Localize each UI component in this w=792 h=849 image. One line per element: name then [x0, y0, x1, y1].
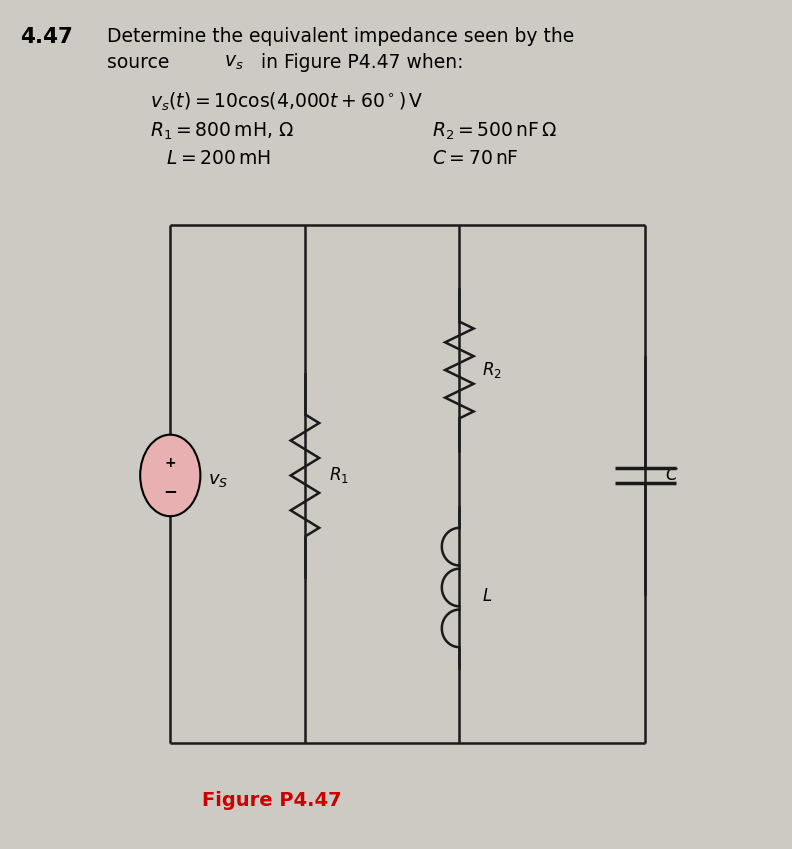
Text: −: − [163, 481, 177, 500]
Text: 4.47: 4.47 [20, 27, 73, 48]
Text: $L$: $L$ [482, 587, 492, 605]
Text: $v_s$: $v_s$ [224, 53, 244, 72]
Text: $v_s(t) = 10\cos(4{,}000t + 60^\circ)\,\mathrm{V}$: $v_s(t) = 10\cos(4{,}000t + 60^\circ)\,\… [150, 91, 424, 113]
Text: $v_S$: $v_S$ [208, 470, 229, 489]
Text: $C = 70\,\mathrm{nF}$: $C = 70\,\mathrm{nF}$ [432, 149, 518, 168]
Text: +: + [165, 456, 176, 469]
Text: Figure P4.47: Figure P4.47 [202, 791, 341, 810]
Text: $R_2$: $R_2$ [482, 360, 501, 380]
Text: $R_2 = 500\,\mathrm{nF}\,\Omega$: $R_2 = 500\,\mathrm{nF}\,\Omega$ [432, 121, 557, 142]
Text: source: source [107, 53, 175, 72]
Text: Determine the equivalent impedance seen by the: Determine the equivalent impedance seen … [107, 27, 574, 46]
Text: in Figure P4.47 when:: in Figure P4.47 when: [255, 53, 463, 72]
Ellipse shape [140, 435, 200, 516]
Text: $C$: $C$ [665, 466, 679, 485]
Text: $R_1 = 800\,\mathrm{mH},\,\Omega$: $R_1 = 800\,\mathrm{mH},\,\Omega$ [150, 121, 295, 142]
Text: $L = 200\,\mathrm{mH}$: $L = 200\,\mathrm{mH}$ [166, 149, 271, 168]
Text: $R_1$: $R_1$ [329, 465, 348, 486]
